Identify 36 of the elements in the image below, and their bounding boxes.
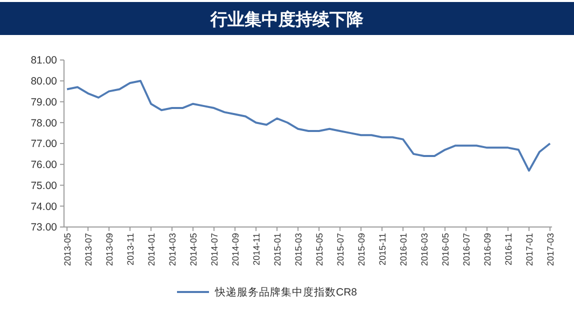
x-tick-label: 2013-07 (84, 233, 94, 266)
x-tick-label: 2013-09 (104, 233, 114, 266)
chart-title: 行业集中度持续下降 (210, 10, 364, 30)
y-tick-label: 77.00 (30, 138, 58, 150)
x-tick-label: 2014-05 (188, 233, 198, 266)
y-tick-label: 76.00 (30, 159, 58, 172)
y-tick-label: 80.00 (30, 76, 58, 88)
x-tick-label: 2015-09 (356, 233, 366, 266)
x-tick-label: 2014-11 (252, 233, 262, 266)
x-tick-label: 2015-07 (336, 233, 346, 266)
y-tick-label: 74.00 (30, 200, 58, 213)
y-tick-label: 73.00 (30, 222, 58, 234)
x-tick-label: 2014-09 (230, 233, 240, 266)
x-tick-label: 2016-07 (462, 233, 472, 266)
y-tick-label: 78.00 (30, 117, 58, 130)
line-series (66, 80, 551, 172)
x-tick-label: 2013-11 (126, 233, 136, 266)
x-tick-label: 2016-01 (398, 233, 408, 266)
x-tick-label: 2014-03 (168, 233, 178, 266)
x-tick-label: 2016-05 (440, 233, 450, 266)
x-tick-label: 2017-03 (546, 233, 556, 266)
x-tick-label: 2014-01 (146, 233, 156, 266)
y-tick-label: 81.00 (30, 54, 58, 67)
x-tick-label: 2015-01 (272, 233, 282, 266)
x-tick-label: 2013-05 (62, 233, 72, 266)
legend-label: 快递服务品牌集中度指数CR8 (214, 286, 358, 299)
y-tick-label: 75.00 (30, 180, 58, 192)
x-tick-label: 2016-11 (504, 233, 514, 266)
y-tick-label: 79.00 (30, 96, 58, 108)
x-tick-label: 2014-07 (210, 233, 220, 266)
x-tick-label: 2016-09 (482, 233, 492, 266)
x-tick-label: 2015-03 (294, 233, 304, 266)
x-tick-label: 2015-05 (314, 233, 324, 266)
x-tick-label: 2015-11 (378, 233, 388, 266)
x-tick-label: 2017-01 (524, 233, 534, 266)
x-tick-label: 2016-03 (420, 233, 430, 266)
